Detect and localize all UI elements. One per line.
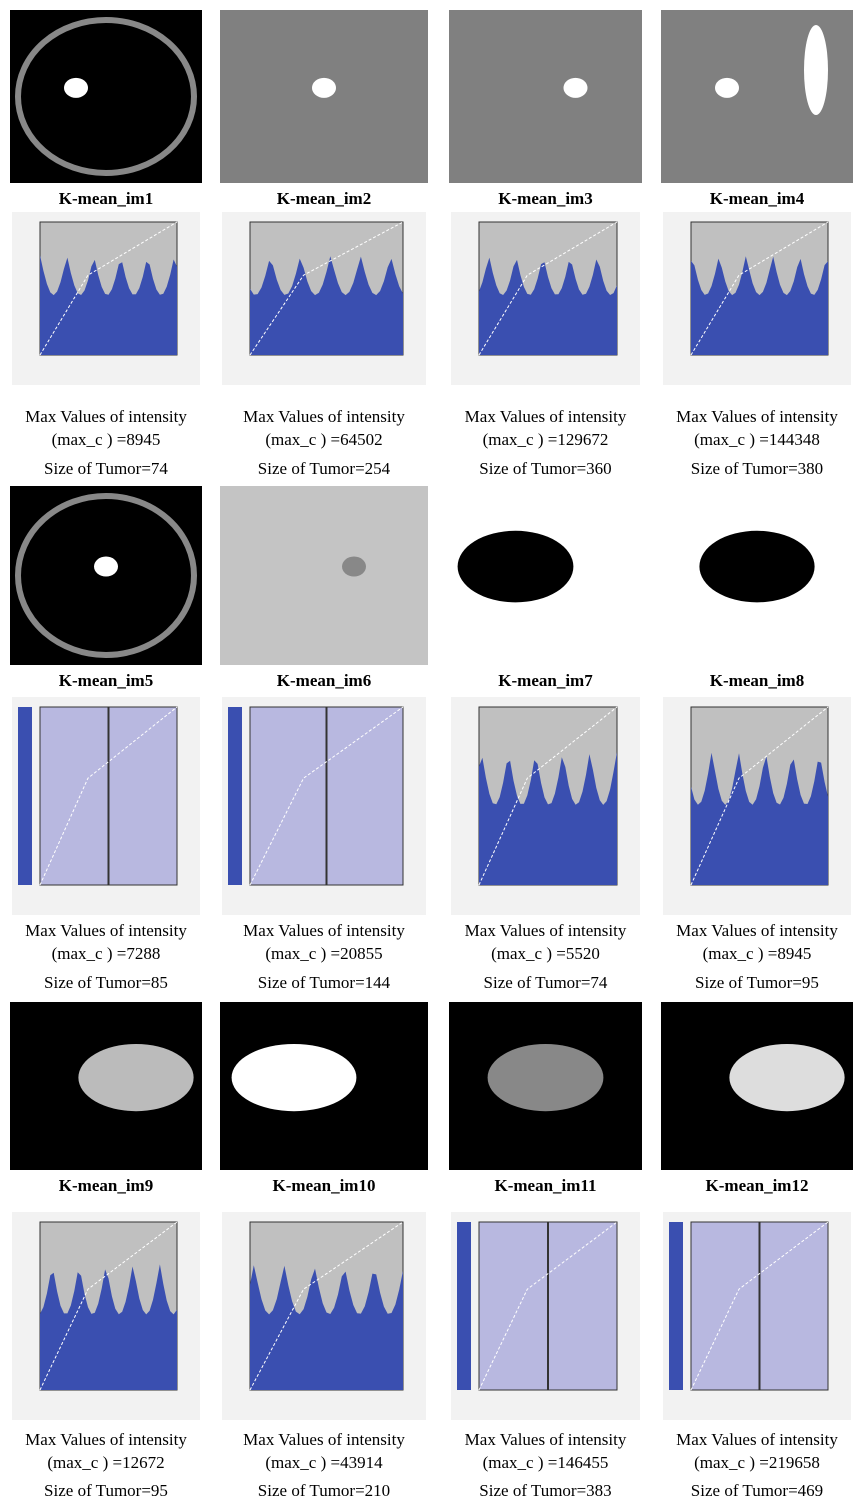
panel: K-mean_im3 Max Values of intensity (max_c … xyxy=(449,10,642,478)
caption-max: (max_c ) =20855 xyxy=(265,944,382,963)
panel-title: K-mean_im12 xyxy=(706,1176,809,1195)
panel: K-mean_im5 Max Values of intensity (max_c … xyxy=(10,486,202,992)
panel: K-mean_im6 Max Values of intensity (max_c … xyxy=(220,486,428,992)
caption-intensity: Max Values of intensity xyxy=(243,407,405,426)
panel-title: K-mean_im8 xyxy=(710,671,804,690)
panel: K-mean_im7 Max Values of intensity (max_c … xyxy=(449,486,642,992)
caption-max: (max_c ) =5520 xyxy=(491,944,600,963)
panel-title: K-mean_im6 xyxy=(277,671,371,690)
caption-intensity: Max Values of intensity xyxy=(676,407,838,426)
panel-title: K-mean_im9 xyxy=(59,1176,153,1195)
caption-max: (max_c ) =144348 xyxy=(694,430,820,449)
panel-title: K-mean_im3 xyxy=(498,189,592,208)
colorbar xyxy=(228,707,242,885)
segmented-image xyxy=(449,10,642,183)
caption-size: Size of Tumor=95 xyxy=(44,1481,168,1500)
caption-size: Size of Tumor=74 xyxy=(484,973,608,992)
panel-title: K-mean_im5 xyxy=(59,671,153,690)
caption-intensity: Max Values of intensity xyxy=(676,1430,838,1449)
tumor-region xyxy=(458,531,574,603)
tumor-region xyxy=(699,531,814,603)
caption-size: Size of Tumor=254 xyxy=(258,459,391,478)
caption-intensity: Max Values of intensity xyxy=(25,921,187,940)
caption-size: Size of Tumor=360 xyxy=(479,459,611,478)
panel-title: K-mean_im7 xyxy=(498,671,593,690)
caption-max: (max_c ) =64502 xyxy=(265,430,382,449)
caption-intensity: Max Values of intensity xyxy=(243,1430,405,1449)
panel: K-mean_im1 Max Values of intensity (max_c … xyxy=(10,10,202,478)
caption-max: (max_c ) =219658 xyxy=(694,1453,820,1472)
colorbar xyxy=(457,1222,471,1390)
caption-size: Size of Tumor=469 xyxy=(691,1481,823,1500)
caption-max: (max_c ) =7288 xyxy=(52,944,161,963)
colorbar xyxy=(669,1222,683,1390)
caption-size: Size of Tumor=85 xyxy=(44,973,168,992)
caption-intensity: Max Values of intensity xyxy=(25,1430,187,1449)
segmented-image xyxy=(220,486,428,665)
caption-size: Size of Tumor=95 xyxy=(695,973,819,992)
panel-title: K-mean_im1 xyxy=(59,189,153,208)
panel-title: K-mean_im10 xyxy=(273,1176,376,1195)
tumor-region xyxy=(804,25,828,115)
caption-size: Size of Tumor=210 xyxy=(258,1481,390,1500)
caption-max: (max_c ) =8945 xyxy=(52,430,161,449)
caption-intensity: Max Values of intensity xyxy=(676,921,838,940)
caption-intensity: Max Values of intensity xyxy=(465,407,627,426)
panel: K-mean_im2 Max Values of intensity (max_c … xyxy=(220,10,428,478)
tumor-region xyxy=(729,1044,844,1111)
caption-intensity: Max Values of intensity xyxy=(465,1430,627,1449)
caption-size: Size of Tumor=383 xyxy=(479,1481,611,1500)
tumor-region xyxy=(312,78,336,98)
caption-max: (max_c ) =8945 xyxy=(703,944,812,963)
caption-intensity: Max Values of intensity xyxy=(243,921,405,940)
caption-size: Size of Tumor=380 xyxy=(691,459,823,478)
figure: K-mean_im1 Max Values of intensity (max_c … xyxy=(0,0,864,1501)
segmented-image xyxy=(10,10,202,183)
caption-max: (max_c ) =12672 xyxy=(47,1453,164,1472)
caption-intensity: Max Values of intensity xyxy=(25,407,187,426)
panel-title: K-mean_im4 xyxy=(710,189,805,208)
panel: K-mean_im10 Max Values of intensity (max_c… xyxy=(220,1002,428,1500)
tumor-region xyxy=(64,78,88,98)
tumor-region xyxy=(232,1044,357,1111)
caption-intensity: Max Values of intensity xyxy=(465,921,627,940)
caption-size: Size of Tumor=74 xyxy=(44,459,168,478)
tumor-region xyxy=(342,557,366,577)
tumor-region xyxy=(564,78,588,98)
tumor-region xyxy=(78,1044,193,1111)
caption-max: (max_c ) =146455 xyxy=(483,1453,609,1472)
panel: K-mean_im11 Max Values of intensity (max_c… xyxy=(449,1002,642,1500)
panel-title: K-mean_im2 xyxy=(277,189,371,208)
panel-title: K-mean_im11 xyxy=(495,1176,597,1195)
caption-size: Size of Tumor=144 xyxy=(258,973,391,992)
panel: K-mean_im9 Max Values of intensity (max_c … xyxy=(10,1002,202,1500)
panel: K-mean_im12 Max Values of intensity (max_c… xyxy=(661,1002,853,1500)
caption-max: (max_c ) =43914 xyxy=(265,1453,383,1472)
tumor-region xyxy=(94,557,118,577)
tumor-region xyxy=(715,78,739,98)
tumor-region xyxy=(488,1044,604,1111)
colorbar xyxy=(18,707,32,885)
caption-max: (max_c ) =129672 xyxy=(483,430,609,449)
panel: K-mean_im4 Max Values of intensity (max_c … xyxy=(661,10,853,478)
panel: K-mean_im8 Max Values of intensity (max_c … xyxy=(661,486,853,992)
